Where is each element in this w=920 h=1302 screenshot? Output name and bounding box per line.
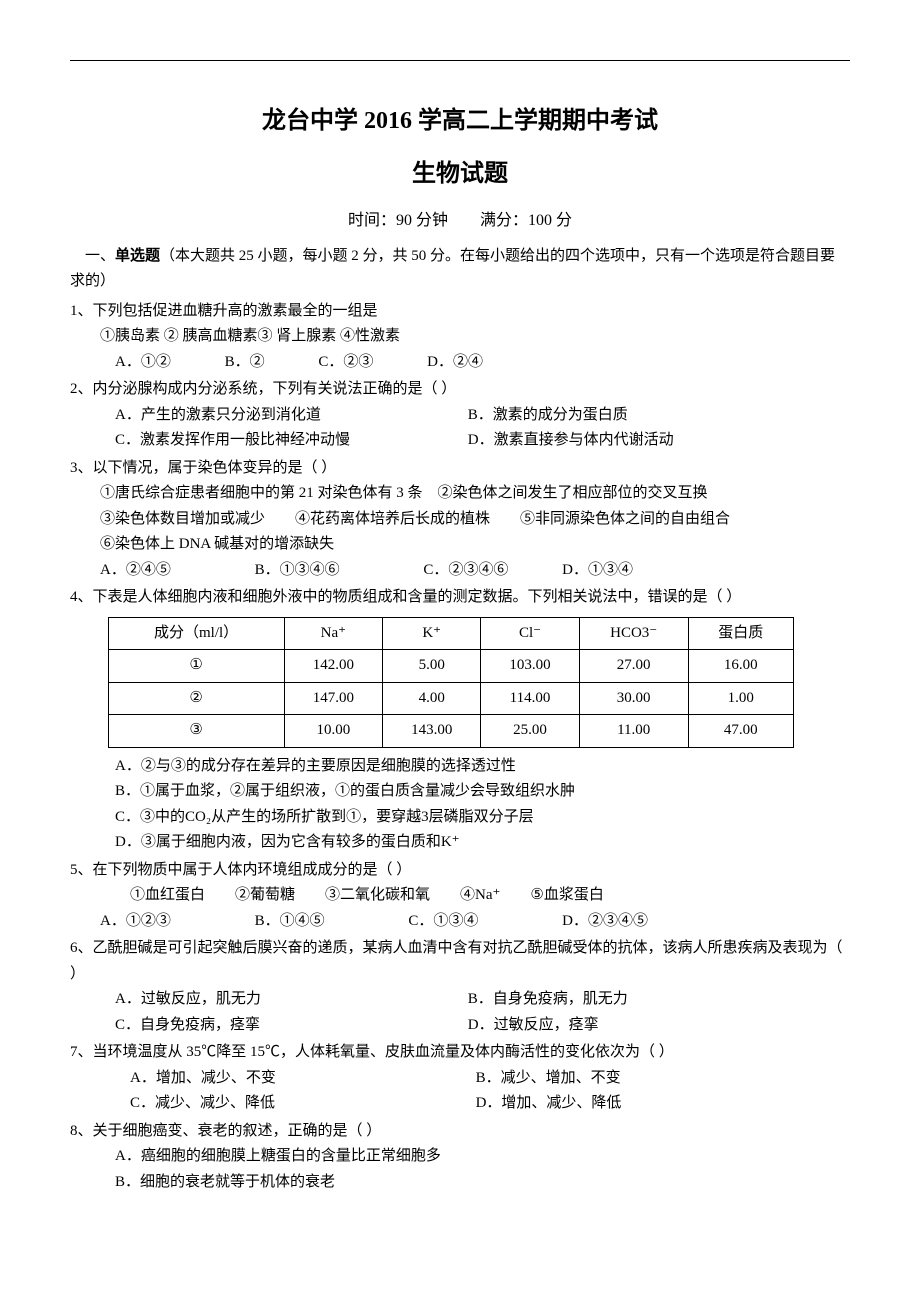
q7-stem: 7、当环境温度从 35℃降至 15℃，人体耗氧量、皮肤血流量及体内酶活性的变化依… [70, 1040, 850, 1066]
q1-opt-a: A．①② [115, 350, 171, 376]
exam-subtitle: 生物试题 [70, 154, 850, 195]
q4-opt-b: B．①属于血浆，②属于组织液，①的蛋白质含量减少会导致组织水肿 [70, 779, 850, 805]
q4-th-5: 蛋白质 [688, 617, 793, 650]
q5-opt-d: D．②③④⑤ [562, 913, 648, 929]
table-row: ③ 10.00 143.00 25.00 11.00 47.00 [108, 715, 793, 748]
q3-options: A．②④⑤ B．①③④⑥ C．②③④⑥ D．①③④ [70, 558, 850, 584]
q7-options-row2: C．减少、减少、降低 D．增加、减少、降低 [70, 1091, 850, 1117]
q4-opt-d: D．③属于细胞内液，因为它含有较多的蛋白质和K⁺ [70, 830, 850, 856]
question-4: 4、下表是人体细胞内液和细胞外液中的物质组成和含量的测定数据。下列相关说法中，错… [70, 585, 850, 856]
q4-th-1: Na⁺ [284, 617, 382, 650]
q4-th-4: HCO3⁻ [579, 617, 688, 650]
q4-opt-c: C．③中的CO₂从产生的场所扩散到①，要穿越3层磷脂双分子层 [70, 805, 850, 831]
q8-opt-b: B．细胞的衰老就等于机体的衰老 [70, 1170, 850, 1196]
q2-opt-a: A．产生的激素只分泌到消化道 [115, 403, 468, 429]
q2-opt-d: D．激素直接参与体内代谢活动 [468, 428, 674, 454]
q8-stem: 8、关于细胞癌变、衰老的叙述，正确的是（ ） [70, 1119, 850, 1145]
q3-opt-a: A．②④⑤ [100, 558, 171, 584]
q5-items: ①血红蛋白 ②葡萄糖 ③二氧化碳和氧 ④Na⁺ ⑤血浆蛋白 [70, 883, 850, 909]
question-8: 8、关于细胞癌变、衰老的叙述，正确的是（ ） A．癌细胞的细胞膜上糖蛋白的含量比… [70, 1119, 850, 1196]
exam-title: 龙台中学 2016 学高二上学期期中考试 [70, 101, 850, 142]
q7-opt-a: A．增加、减少、不变 [130, 1066, 476, 1092]
q6-stem: 6、乙酰胆碱是可引起突触后膜兴奋的递质，某病人血清中含有对抗乙酰胆碱受体的抗体，… [70, 936, 850, 987]
question-5: 5、在下列物质中属于人体内环境组成成分的是（ ） ①血红蛋白 ②葡萄糖 ③二氧化… [70, 858, 850, 935]
q3-line3: ⑥染色体上 DNA 碱基对的增添缺失 [70, 532, 850, 558]
q8-opt-a: A．癌细胞的细胞膜上糖蛋白的含量比正常细胞多 [70, 1144, 850, 1170]
table-row: ① 142.00 5.00 103.00 27.00 16.00 [108, 650, 793, 683]
exam-meta: 时间：90 分钟 满分：100 分 [70, 207, 850, 234]
q4-th-2: K⁺ [383, 617, 481, 650]
q4-stem: 4、下表是人体细胞内液和细胞外液中的物质组成和含量的测定数据。下列相关说法中，错… [70, 585, 850, 611]
q4-table-header: 成分（ml/l） Na⁺ K⁺ Cl⁻ HCO3⁻ 蛋白质 [108, 617, 793, 650]
q1-stem: 1、下列包括促进血糖升高的激素最全的一组是 [70, 299, 850, 325]
q6-options-row1: A．过敏反应，肌无力 B．自身免疫病，肌无力 [70, 987, 850, 1013]
page-top-rule [70, 60, 850, 61]
q3-line1: ①唐氏综合症患者细胞中的第 21 对染色体有 3 条 ②染色体之间发生了相应部位… [70, 481, 850, 507]
q7-opt-d: D．增加、减少、降低 [476, 1091, 622, 1117]
q7-opt-b: B．减少、增加、不变 [476, 1066, 621, 1092]
q2-options-row1: A．产生的激素只分泌到消化道 B．激素的成分为蛋白质 [70, 403, 850, 429]
q3-line2: ③染色体数目增加或减少 ④花药离体培养后长成的植株 ⑤非同源染色体之间的自由组合 [70, 507, 850, 533]
question-1: 1、下列包括促进血糖升高的激素最全的一组是 ①胰岛素 ② 胰高血糖素③ 肾上腺素… [70, 299, 850, 376]
q3-opt-b: B．①③④⑥ [255, 558, 340, 584]
q5-opt-c: C．①③④ [408, 909, 478, 935]
question-6: 6、乙酰胆碱是可引起突触后膜兴奋的递质，某病人血清中含有对抗乙酰胆碱受体的抗体，… [70, 936, 850, 1038]
q2-options-row2: C．激素发挥作用一般比神经冲动慢 D．激素直接参与体内代谢活动 [70, 428, 850, 454]
q4-table: 成分（ml/l） Na⁺ K⁺ Cl⁻ HCO3⁻ 蛋白质 ① 142.00 5… [108, 617, 794, 748]
q6-opt-c: C．自身免疫病，痉挛 [115, 1013, 468, 1039]
section-1-heading: 一、单选题（本大题共 25 小题，每小题 2 分，共 50 分。在每小题给出的四… [70, 244, 850, 295]
q5-stem: 5、在下列物质中属于人体内环境组成成分的是（ ） [70, 858, 850, 884]
q3-opt-d: D．①③④ [562, 562, 633, 578]
q2-stem: 2、内分泌腺构成内分泌系统，下列有关说法正确的是（ ） [70, 377, 850, 403]
q1-opt-b: B．② [225, 350, 265, 376]
q3-stem: 3、以下情况，属于染色体变异的是（ ） [70, 456, 850, 482]
question-2: 2、内分泌腺构成内分泌系统，下列有关说法正确的是（ ） A．产生的激素只分泌到消… [70, 377, 850, 454]
question-3: 3、以下情况，属于染色体变异的是（ ） ①唐氏综合症患者细胞中的第 21 对染色… [70, 456, 850, 584]
q7-opt-c: C．减少、减少、降低 [130, 1091, 476, 1117]
q4-th-0: 成分（ml/l） [108, 617, 284, 650]
q6-opt-b: B．自身免疫病，肌无力 [468, 987, 628, 1013]
q4-th-3: Cl⁻ [481, 617, 579, 650]
q4-opt-a: A．②与③的成分存在差异的主要原因是细胞膜的选择透过性 [70, 754, 850, 780]
q6-opt-d: D．过敏反应，痉挛 [468, 1013, 599, 1039]
q5-options: A．①②③ B．①④⑤ C．①③④ D．②③④⑤ [70, 909, 850, 935]
q2-opt-c: C．激素发挥作用一般比神经冲动慢 [115, 428, 468, 454]
q3-opt-c: C．②③④⑥ [423, 558, 508, 584]
q6-options-row2: C．自身免疫病，痉挛 D．过敏反应，痉挛 [70, 1013, 850, 1039]
table-row: ② 147.00 4.00 114.00 30.00 1.00 [108, 682, 793, 715]
q6-opt-a: A．过敏反应，肌无力 [115, 987, 468, 1013]
q1-items: ①胰岛素 ② 胰高血糖素③ 肾上腺素 ④性激素 [70, 324, 850, 350]
q1-options: A．①② B．② C．②③ D．②④ [70, 350, 850, 376]
q5-opt-a: A．①②③ [100, 909, 171, 935]
q5-opt-b: B．①④⑤ [255, 909, 325, 935]
q2-opt-b: B．激素的成分为蛋白质 [468, 403, 628, 429]
question-7: 7、当环境温度从 35℃降至 15℃，人体耗氧量、皮肤血流量及体内酶活性的变化依… [70, 1040, 850, 1117]
q1-opt-c: C．②③ [318, 350, 373, 376]
q7-options-row1: A．增加、减少、不变 B．减少、增加、不变 [70, 1066, 850, 1092]
q1-opt-d: D．②④ [427, 354, 483, 370]
